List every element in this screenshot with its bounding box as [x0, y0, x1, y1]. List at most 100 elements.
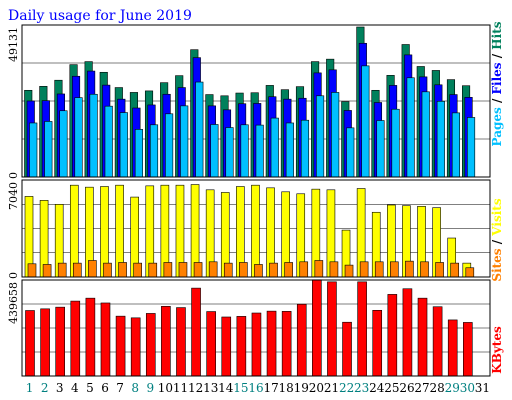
day-label: 14: [218, 381, 234, 395]
day-label: 7: [116, 381, 124, 395]
bar-pages: [436, 100, 445, 178]
bar-pages: [467, 117, 476, 178]
legend-part: Pages: [490, 107, 504, 147]
bar-kbytes: [357, 281, 367, 377]
panel-frame: [21, 179, 491, 278]
bar-pages: [74, 97, 83, 178]
bar-kbytes: [40, 308, 50, 377]
bar-pages: [180, 105, 189, 178]
day-label: 9: [147, 381, 155, 395]
legend-sites-visits: Sites / Visits: [490, 198, 504, 281]
bar-pages: [421, 91, 430, 178]
bar-sites: [299, 261, 309, 278]
bar-kbytes: [296, 303, 307, 377]
day-label: 5: [86, 381, 94, 395]
bar-sites: [208, 261, 218, 278]
bar-sites: [42, 264, 52, 278]
legend-part: KBytes: [490, 326, 504, 374]
panel-frame: [21, 24, 491, 178]
bar-sites: [239, 262, 248, 278]
day-label: 12: [188, 381, 203, 395]
legend-part: Hits: [490, 21, 504, 49]
bar-pages: [285, 122, 294, 178]
day-label: 11: [173, 381, 188, 395]
bar-pages: [376, 120, 385, 178]
day-label: 19: [294, 381, 309, 395]
bar-kbytes: [161, 306, 171, 377]
bar-sites: [103, 262, 112, 278]
bar-sites: [118, 262, 127, 278]
bar-sites: [193, 262, 203, 278]
day-label: 8: [131, 381, 139, 395]
legend-part: Files: [490, 62, 504, 94]
bar-kbytes: [463, 322, 473, 377]
y-zero-label: 0: [7, 172, 20, 179]
bar-sites: [374, 261, 384, 278]
legend-part: /: [490, 50, 504, 63]
day-label: 29: [445, 381, 460, 395]
panel-frame: [21, 279, 491, 377]
legend-pages-files-hits: Pages / Files / Hits: [490, 21, 504, 146]
bar-sites: [163, 262, 173, 278]
day-label: 15: [233, 381, 248, 395]
bar-pages: [134, 129, 143, 178]
bar-pages: [406, 77, 415, 178]
bar-pages: [346, 127, 355, 178]
day-label: 20: [309, 381, 324, 395]
bar-pages: [195, 81, 204, 178]
bar-kbytes: [447, 319, 458, 377]
bar-sites: [284, 262, 293, 278]
bar-pages: [44, 121, 53, 178]
day-label: 13: [203, 381, 218, 395]
bar-kbytes: [191, 287, 201, 377]
bar-pages: [331, 92, 340, 178]
bar-kbytes: [206, 311, 216, 377]
bar-sites: [435, 262, 444, 278]
bar-sites: [57, 262, 67, 278]
bar-pages: [210, 124, 219, 178]
day-label: 21: [324, 381, 339, 395]
bar-pages: [104, 105, 113, 178]
bar-kbytes: [130, 317, 141, 377]
bar-kbytes: [251, 312, 262, 377]
axes: [21, 24, 491, 377]
day-label: 4: [71, 381, 79, 395]
bar-sites: [178, 262, 188, 278]
day-label: 18: [279, 381, 294, 395]
bar-sites: [223, 262, 233, 278]
day-label: 24: [369, 381, 385, 395]
bar-kbytes: [176, 307, 186, 377]
bar-sites: [344, 264, 354, 278]
legend-kbytes: KBytes: [490, 326, 504, 374]
bar-pages: [451, 112, 461, 178]
bar-sites: [329, 261, 339, 278]
day-label: 23: [354, 381, 369, 395]
bar-sites: [254, 264, 263, 278]
bar-kbytes: [100, 302, 111, 377]
bar-sites: [133, 262, 142, 278]
bar-kbytes: [70, 300, 81, 377]
day-label: 3: [56, 381, 64, 395]
y-max-label: 49131: [7, 27, 20, 62]
day-label: 1: [26, 381, 34, 395]
bar-pages: [225, 127, 234, 178]
bar-kbytes: [55, 306, 65, 377]
bar-sites: [405, 260, 414, 278]
y-max-label: 439658: [7, 282, 20, 324]
bar-sites: [88, 260, 97, 278]
bar-sites: [390, 261, 399, 278]
day-label: 2: [41, 381, 49, 395]
bar-pages: [300, 119, 310, 178]
bar-pages: [270, 117, 279, 178]
bar-pages: [391, 108, 400, 178]
bar-kbytes: [402, 288, 413, 377]
legend-part: /: [490, 94, 504, 107]
y-max-label: 7040: [7, 182, 20, 210]
bar-pages: [316, 95, 325, 178]
bar-sites: [359, 261, 369, 278]
legend-part: /: [490, 236, 504, 249]
bar-kbytes: [85, 297, 96, 377]
chart-title: Daily usage for June 2019: [8, 8, 192, 24]
bar-pages: [59, 110, 68, 178]
